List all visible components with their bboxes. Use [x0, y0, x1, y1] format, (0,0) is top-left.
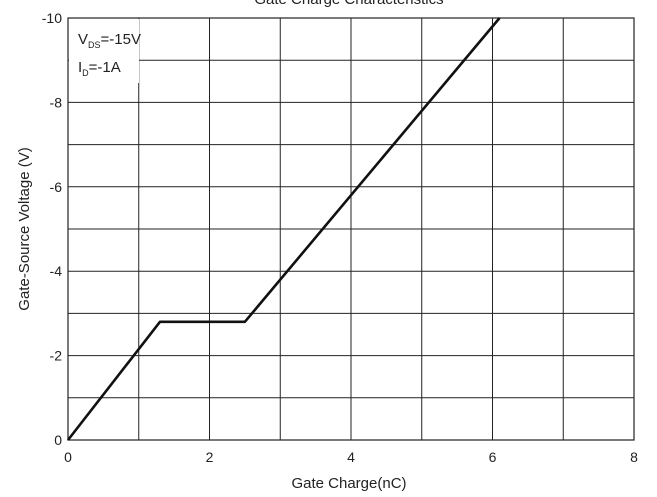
x-axis-title: Gate Charge(nC) [291, 475, 406, 492]
x-tick-label: 2 [206, 449, 214, 465]
y-axis-title: Gate-Source Voltage (V) [16, 147, 33, 310]
grid [67, 17, 635, 441]
x-tick-label: 0 [64, 449, 72, 465]
annotation-background [69, 19, 139, 83]
plot-frame [67, 17, 635, 441]
series-layer [66, 17, 501, 441]
y-tick-label: -6 [50, 179, 63, 195]
y-tick-label: -2 [50, 348, 63, 364]
x-tick-label: 4 [347, 449, 355, 465]
chart-title: Gate Charge Characteristics [254, 0, 443, 8]
annotation-text: VDS=-15V [78, 31, 141, 50]
y-tick-label: -10 [42, 10, 62, 26]
series-line [66, 17, 501, 441]
x-tick-label: 8 [630, 449, 638, 465]
y-tick-label: -4 [50, 263, 63, 279]
y-tick-label: 0 [54, 432, 62, 448]
annotation-text: ID=-1A [78, 59, 121, 78]
tick-labels: 0 2 4 6 8 0 -2 -4 -6 -8 -10 [42, 10, 638, 465]
y-tick-label: -8 [50, 94, 63, 110]
annotation-box: VDS=-15V ID=-1A [69, 19, 141, 83]
x-tick-label: 6 [489, 449, 497, 465]
